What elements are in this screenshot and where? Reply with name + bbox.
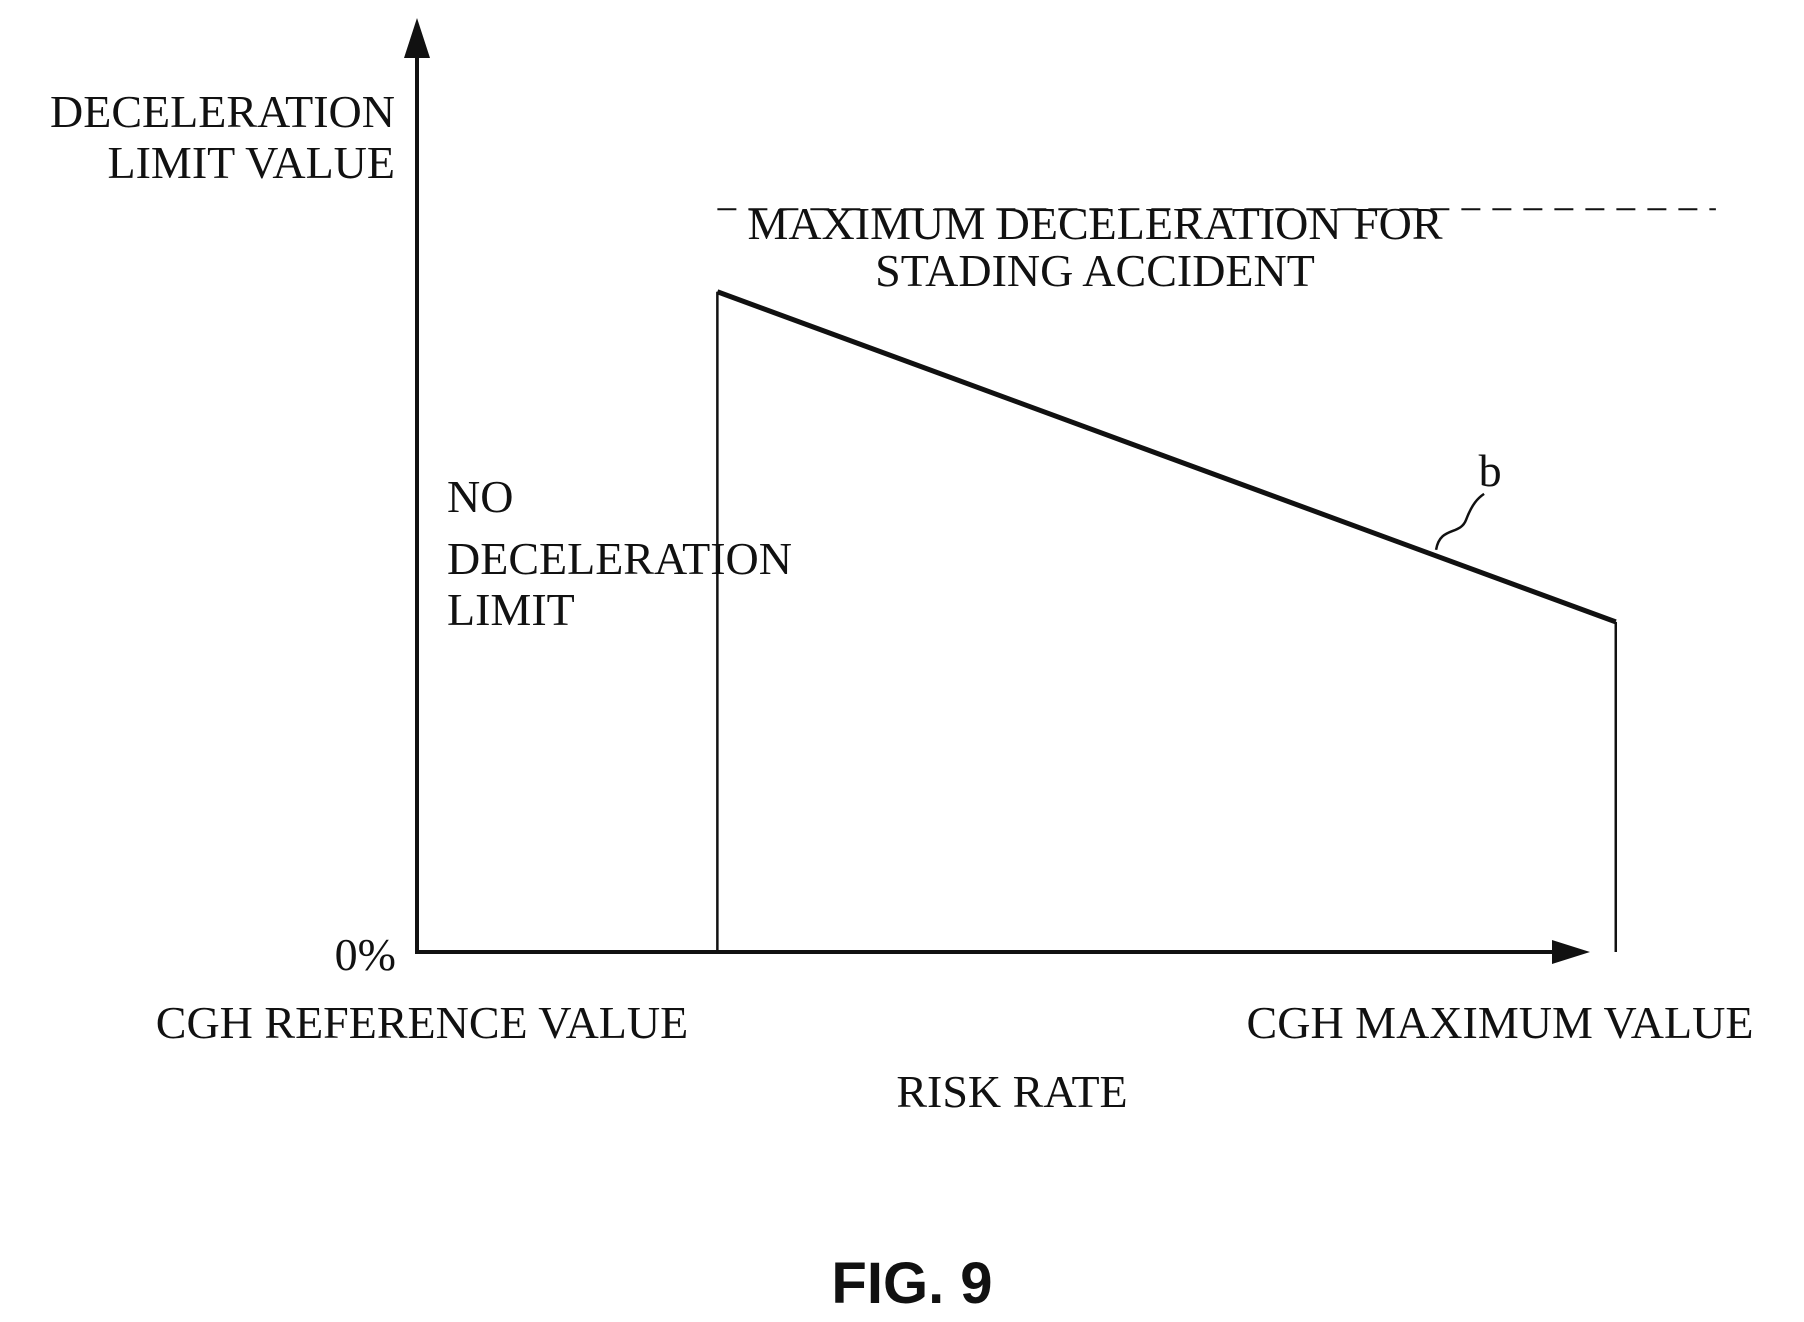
y-axis-arrow-icon (404, 18, 430, 58)
reference-line-label-1: MAXIMUM DECELERATION FOR (747, 198, 1442, 249)
y-origin-label: 0% (335, 929, 396, 980)
no-deceleration-label-2: DECELERATION (447, 533, 792, 584)
no-deceleration-label-1: NO (447, 471, 513, 522)
figure-caption: FIG. 9 (831, 1251, 992, 1316)
series-b-leader-line (1434, 492, 1485, 551)
series-b-line (716, 289, 1617, 625)
x-axis-label: RISK RATE (896, 1066, 1127, 1117)
reference-line-label-2: STADING ACCIDENT (875, 245, 1315, 296)
no-deceleration-label-3: LIMIT (447, 584, 575, 635)
y-axis-label-line-1: DECELERATION (50, 86, 395, 137)
y-axis-label-line-2: LIMIT VALUE (108, 137, 396, 188)
x-axis-arrow-icon (1552, 940, 1590, 964)
x-tick-label-maximum: CGH MAXIMUM VALUE (1247, 997, 1754, 1048)
series-b-label: b (1479, 445, 1502, 496)
x-tick-label-reference: CGH REFERENCE VALUE (156, 997, 688, 1048)
